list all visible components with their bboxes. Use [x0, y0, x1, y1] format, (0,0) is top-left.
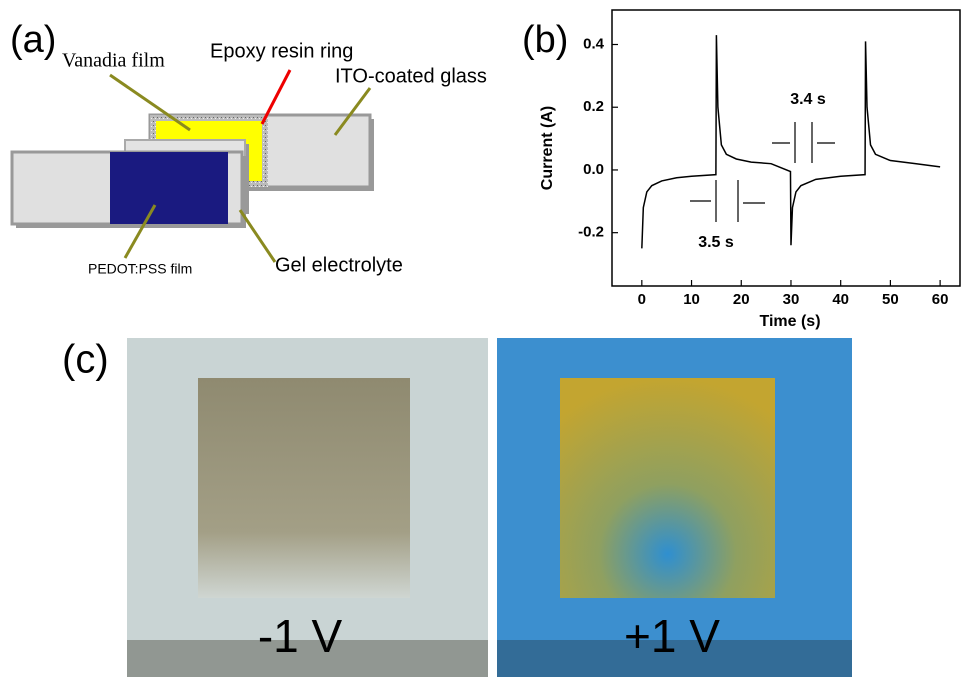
annotation: Epoxy resin ring: [210, 40, 353, 62]
x-tick-label: 60: [932, 291, 949, 308]
panel-label: (a): [10, 19, 56, 61]
film-region: [198, 378, 410, 598]
y-axis-label: Current (A): [539, 106, 556, 190]
y-tick-label: 0.2: [583, 98, 604, 115]
data-line: [642, 35, 940, 248]
x-tick-label: 30: [783, 291, 800, 308]
annotation: Vanadia film: [62, 50, 165, 72]
annotation: Gel electrolyte: [275, 254, 403, 276]
plot-frame: [612, 10, 960, 286]
photo-label: -1 V: [258, 610, 343, 662]
device-diagram: [12, 70, 374, 262]
pedot-film: [110, 152, 228, 224]
y-tick-label: -0.2: [578, 224, 604, 241]
page: {"panel_a": {"label": "(a)", "annotation…: [0, 0, 965, 677]
arrow: [240, 210, 275, 262]
y-tick-label: 0.4: [583, 35, 605, 52]
x-axis-label: Time (s): [759, 313, 820, 330]
interval-markers: [690, 122, 835, 222]
annotation: ITO-coated glass: [335, 65, 487, 87]
panel-label: (c): [62, 338, 109, 382]
x-tick-label: 20: [733, 291, 750, 308]
x-tick-label: 40: [832, 291, 849, 308]
annotation: PEDOT:PSS film: [88, 261, 192, 277]
x-tick-label: 10: [683, 291, 700, 308]
panel-label: (b): [522, 19, 568, 61]
annotation: 3.5 s: [698, 234, 734, 251]
x-tick-label: 50: [882, 291, 899, 308]
x-tick-label: 0: [638, 291, 646, 308]
figure: (a) Vanadia film Epoxy resin ring ITO-co…: [0, 0, 965, 677]
photo-label: +1 V: [624, 610, 720, 662]
y-tick-label: 0.0: [583, 161, 604, 178]
film-region: [560, 378, 775, 598]
annotation: 3.4 s: [790, 91, 826, 108]
